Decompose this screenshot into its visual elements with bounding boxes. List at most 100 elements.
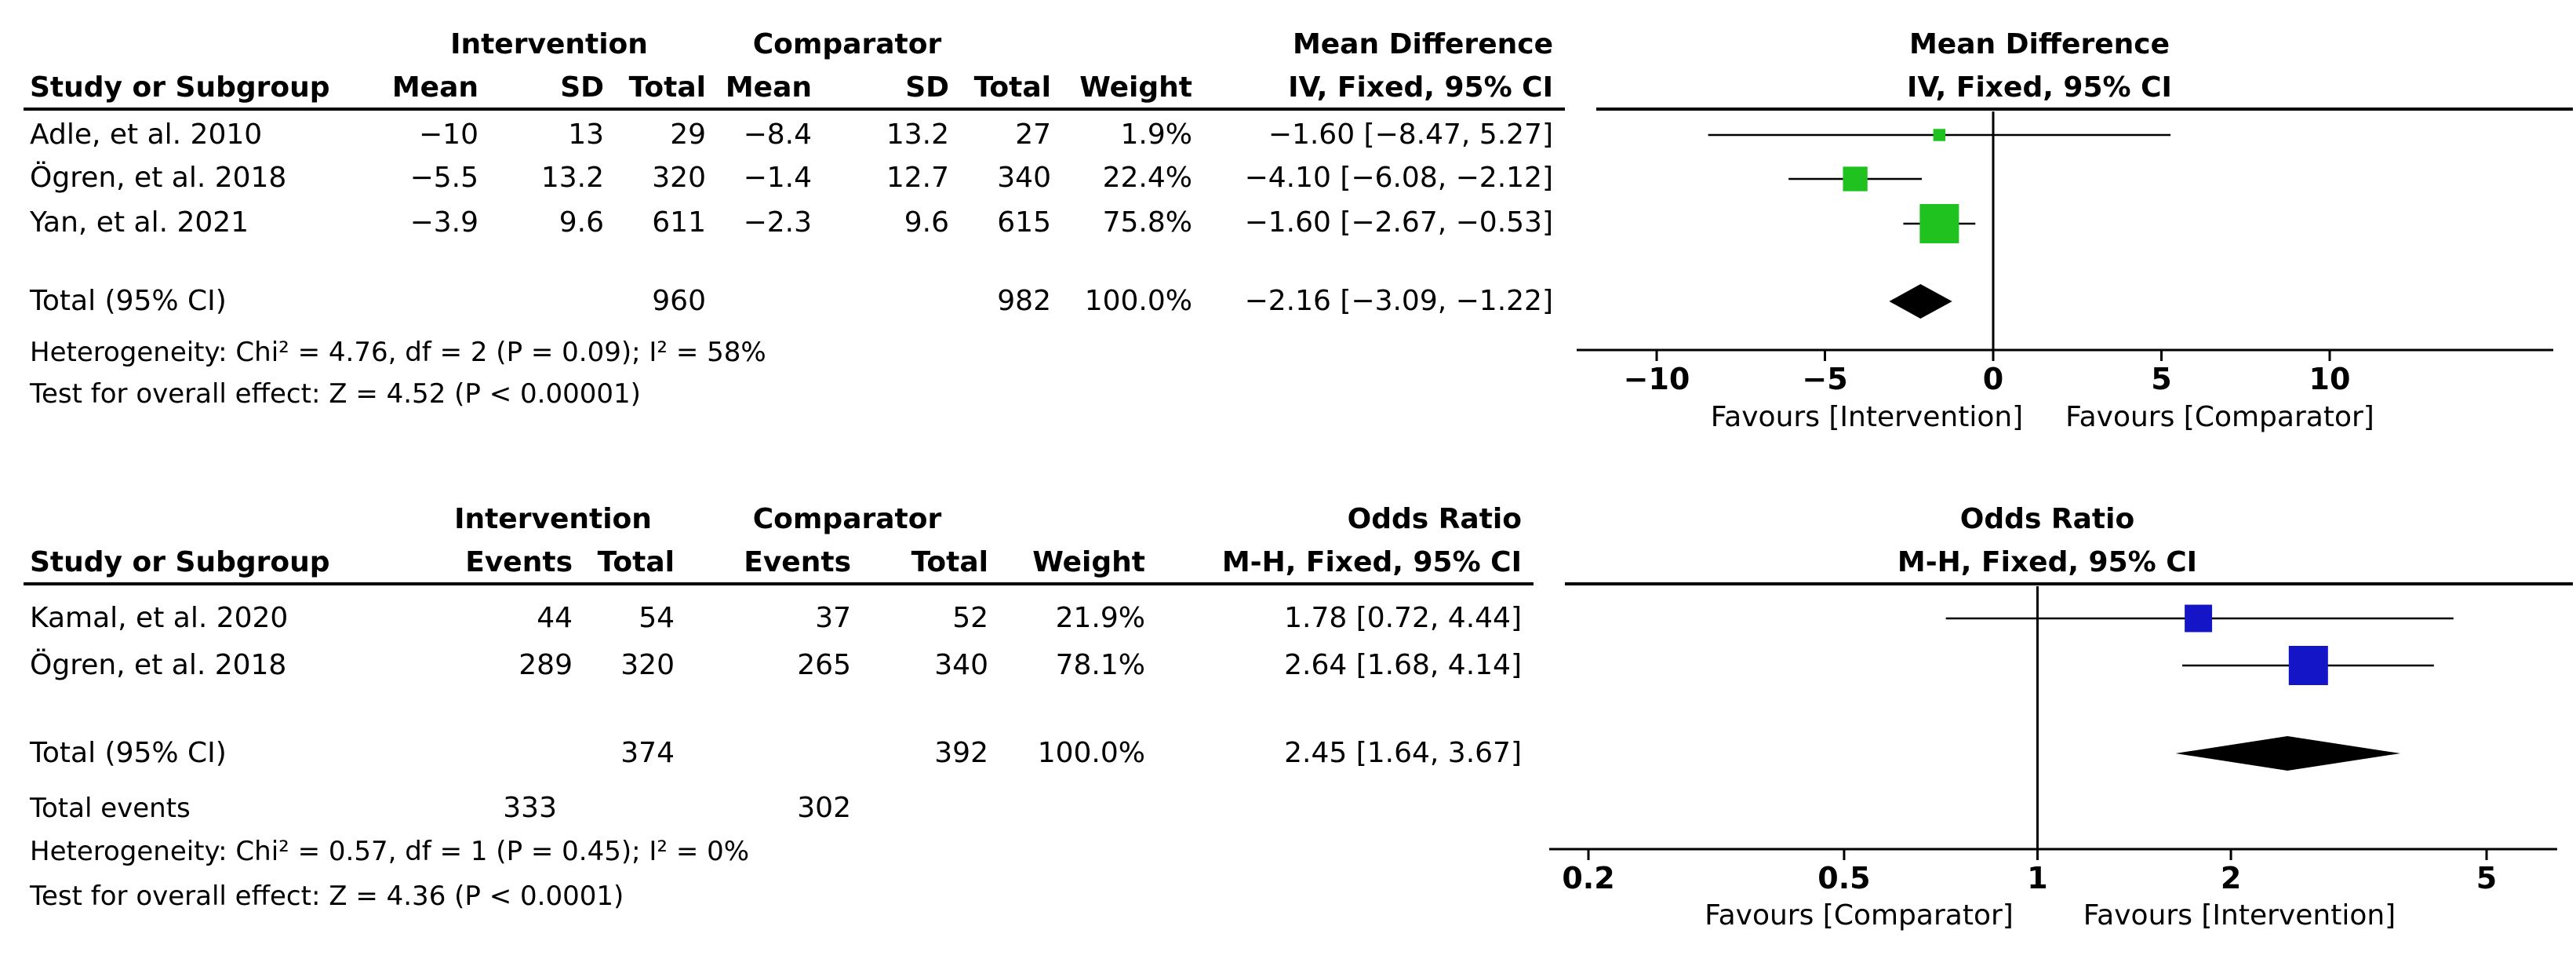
or-tick-label: 1 xyxy=(2027,861,2047,895)
md-tick-label: 5 xyxy=(2151,362,2171,396)
md-col-i-total: Total xyxy=(628,71,706,104)
or-overall-effect: Test for overall effect: Z = 4.36 (P < 0… xyxy=(30,881,624,912)
or-intervention-group-label: Intervention xyxy=(454,503,652,535)
or-col-study: Study or Subgroup xyxy=(30,546,330,578)
or-study-box xyxy=(2288,646,2328,685)
md-i-total: 611 xyxy=(652,206,706,239)
or-c-events: 265 xyxy=(797,649,851,681)
md-weight: 22.4% xyxy=(1102,162,1192,194)
md-c-mean: −2.3 xyxy=(743,206,812,239)
md-col-i-sd: SD xyxy=(560,71,604,104)
md-favours-right: Favours [Comparator] xyxy=(2065,401,2374,433)
or-total-label: Total (95% CI) xyxy=(30,737,227,769)
or-total-events-label: Total events xyxy=(30,793,191,824)
md-c-sd: 13.2 xyxy=(886,119,949,151)
or-study-name: Ögren, et al. 2018 xyxy=(30,649,287,681)
md-favours-left: Favours [Intervention] xyxy=(1710,401,2024,433)
or-total-c: 392 xyxy=(934,737,988,769)
md-i-mean: −10 xyxy=(419,119,478,151)
md-table-header-rule xyxy=(24,108,1565,111)
md-study-name: Adle, et al. 2010 xyxy=(30,119,263,151)
md-heterogeneity: Heterogeneity: Chi² = 4.76, df = 2 (P = … xyxy=(30,337,766,368)
md-i-sd: 13.2 xyxy=(540,162,604,194)
md-ci: −1.60 [−2.67, −0.53] xyxy=(1244,206,1553,239)
md-col-c-total: Total xyxy=(973,71,1051,104)
md-col-i-mean: Mean xyxy=(391,71,478,104)
md-c-mean: −8.4 xyxy=(743,119,812,151)
or-favours-right: Favours [Intervention] xyxy=(2083,899,2396,932)
md-tick-label: −5 xyxy=(1802,362,1847,396)
md-plot-method: IV, Fixed, 95% CI xyxy=(1907,71,2172,104)
or-i-events: 289 xyxy=(518,649,573,681)
md-col-weight: Weight xyxy=(1079,71,1192,104)
or-heterogeneity: Heterogeneity: Chi² = 0.57, df = 1 (P = … xyxy=(30,836,750,867)
md-study-name: Ögren, et al. 2018 xyxy=(30,162,287,194)
md-i-sd: 9.6 xyxy=(558,206,604,239)
or-col-weight: Weight xyxy=(1032,546,1145,578)
or-total-events-c: 302 xyxy=(797,792,851,824)
md-total-ci: −2.16 [−3.09, −1.22] xyxy=(1244,285,1553,317)
md-col-method: IV, Fixed, 95% CI xyxy=(1288,71,1553,104)
or-table-header-rule xyxy=(24,582,1534,585)
md-intervention-group-label: Intervention xyxy=(450,28,648,60)
md-i-mean: −3.9 xyxy=(409,206,478,239)
md-c-sd: 9.6 xyxy=(904,206,949,239)
md-comparator-group-label: Comparator xyxy=(752,28,942,60)
md-overall-effect: Test for overall effect: Z = 4.52 (P < 0… xyxy=(30,378,641,410)
md-study-box xyxy=(1919,204,1959,243)
or-total-ci: 2.45 [1.64, 3.67] xyxy=(1284,737,1522,769)
or-tick-label: 2 xyxy=(2221,861,2241,895)
md-total-i: 960 xyxy=(652,285,706,317)
or-weight: 78.1% xyxy=(1055,649,1145,681)
or-col-c-events: Events xyxy=(744,546,851,578)
md-weight: 75.8% xyxy=(1102,206,1192,239)
md-i-mean: −5.5 xyxy=(409,162,478,194)
md-c-total: 340 xyxy=(997,162,1051,194)
md-total-weight: 100.0% xyxy=(1084,285,1192,317)
md-ci: −1.60 [−8.47, 5.27] xyxy=(1268,119,1553,151)
md-study-box xyxy=(1843,166,1868,191)
or-c-total: 52 xyxy=(952,602,988,634)
or-tick-label: 0.2 xyxy=(1562,861,1614,895)
md-plot-header-rule xyxy=(1596,108,2573,111)
or-plot-header-rule xyxy=(1565,582,2573,585)
or-col-c-total: Total xyxy=(911,546,988,578)
or-total-weight: 100.0% xyxy=(1037,737,1145,769)
or-total-i: 374 xyxy=(620,737,675,769)
md-col-study: Study or Subgroup xyxy=(30,71,330,104)
or-tick-label: 5 xyxy=(2476,861,2497,895)
md-study-box xyxy=(1933,129,1946,141)
or-ci: 2.64 [1.68, 4.14] xyxy=(1284,649,1522,681)
md-c-mean: −1.4 xyxy=(743,162,812,194)
or-plot-measure: Odds Ratio xyxy=(1959,503,2135,535)
or-measure-header: Odds Ratio xyxy=(1347,503,1522,535)
or-favours-left: Favours [Comparator] xyxy=(1705,899,2014,932)
or-study-name: Kamal, et al. 2020 xyxy=(30,602,289,634)
md-tick-label: 10 xyxy=(2309,362,2351,396)
md-ci: −4.10 [−6.08, −2.12] xyxy=(1244,162,1553,194)
md-c-total: 615 xyxy=(997,206,1051,239)
or-weight: 21.9% xyxy=(1055,602,1145,634)
or-total-diamond xyxy=(2175,736,2400,771)
or-plot-method: M-H, Fixed, 95% CI xyxy=(1897,546,2198,578)
md-i-total: 320 xyxy=(652,162,706,194)
or-i-total: 54 xyxy=(639,602,675,634)
md-weight: 1.9% xyxy=(1120,119,1192,151)
md-i-total: 29 xyxy=(670,119,706,151)
or-col-i-total: Total xyxy=(597,546,675,578)
or-i-events: 44 xyxy=(537,602,573,634)
or-comparator-group-label: Comparator xyxy=(752,503,942,535)
or-c-events: 37 xyxy=(815,602,851,634)
md-c-total: 27 xyxy=(1015,119,1051,151)
md-total-label: Total (95% CI) xyxy=(30,285,227,317)
or-c-total: 340 xyxy=(934,649,988,681)
or-total-events-i: 333 xyxy=(503,792,557,824)
md-tick-label: 0 xyxy=(1983,362,2003,396)
or-study-box xyxy=(2185,604,2213,633)
md-measure-header: Mean Difference xyxy=(1292,28,1553,60)
or-i-total: 320 xyxy=(620,649,675,681)
md-col-c-mean: Mean xyxy=(725,71,812,104)
md-c-sd: 12.7 xyxy=(886,162,949,194)
